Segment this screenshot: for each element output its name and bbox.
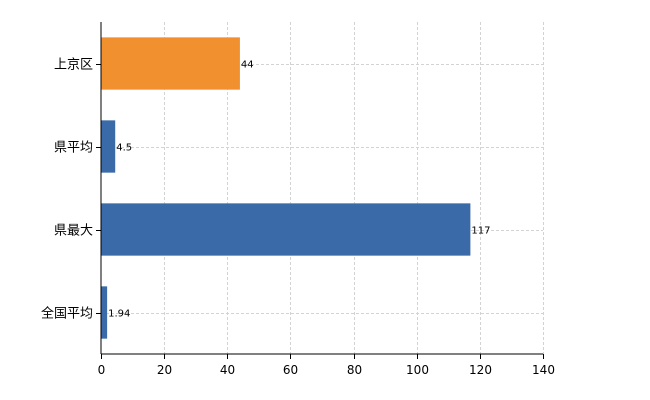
- x-tick-label: 80: [347, 363, 362, 377]
- y-category-label: 全国平均: [41, 306, 93, 322]
- x-tick-label: 100: [406, 363, 429, 377]
- x-tick-label: 140: [532, 363, 555, 377]
- bar: [101, 120, 116, 173]
- bar-value-label: 1.94: [108, 309, 130, 320]
- bar: [101, 37, 240, 90]
- x-tick-label: 0: [98, 363, 106, 377]
- x-tick-label: 20: [157, 363, 172, 377]
- x-tick-label: 40: [220, 363, 235, 377]
- bar: [101, 286, 108, 339]
- x-tick-label: 120: [469, 363, 492, 377]
- bars: [101, 37, 471, 339]
- bar-value-label: 44: [241, 60, 254, 71]
- bar-value-label: 4.5: [116, 143, 132, 154]
- y-category-label: 上京区: [54, 58, 93, 73]
- x-tick-label: 60: [283, 363, 298, 377]
- y-category-label: 県平均: [54, 141, 93, 156]
- bar: [101, 203, 471, 256]
- labels: 0 20 40 60 80 100 120 140 上京区 44 県平均 4.5 県最大 117 全国平均 1…: [41, 58, 555, 378]
- bar-value-label: 117: [471, 226, 490, 237]
- axes: [96, 22, 544, 359]
- y-category-label: 県最大: [54, 224, 93, 239]
